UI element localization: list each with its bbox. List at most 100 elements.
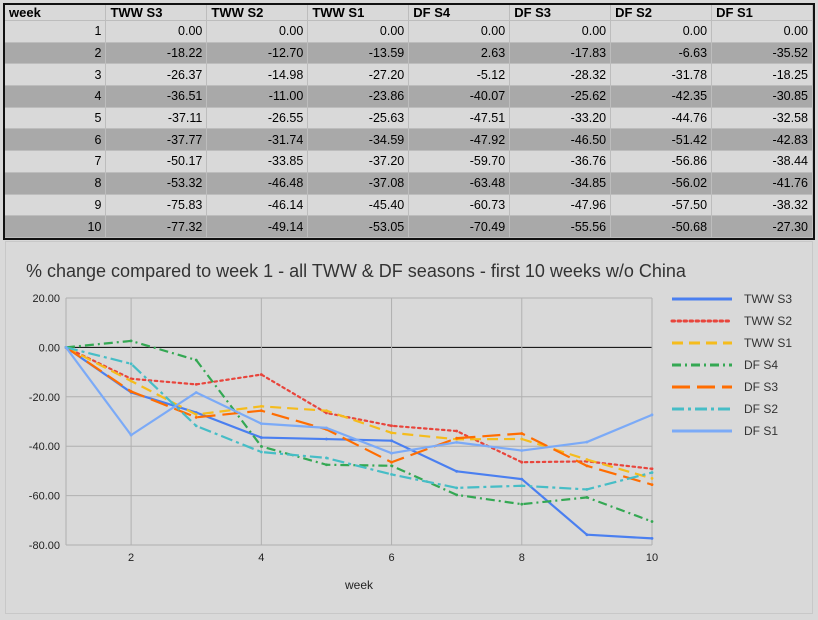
table-cell[interactable]: 0.00	[105, 20, 208, 43]
table-cell[interactable]: -12.70	[206, 42, 309, 65]
data-point	[259, 422, 263, 425]
data-point	[259, 436, 263, 439]
table-cell[interactable]: 6	[5, 128, 107, 152]
table-cell[interactable]: -14.98	[206, 63, 309, 87]
table-cell[interactable]: -34.59	[307, 128, 410, 152]
table-cell[interactable]: -46.48	[206, 172, 309, 195]
table-cell[interactable]: -37.77	[105, 128, 208, 152]
table-cell[interactable]: -25.63	[307, 107, 410, 130]
table-cell[interactable]: -59.70	[408, 150, 511, 173]
table-cell[interactable]: -36.76	[509, 150, 612, 173]
table-cell[interactable]: 7	[5, 150, 107, 173]
data-point	[129, 339, 133, 343]
table-cell[interactable]: -11.00	[206, 85, 309, 108]
column-header[interactable]: DF S4	[408, 5, 511, 21]
table-cell[interactable]: -34.85	[509, 172, 612, 195]
table-cell[interactable]: -47.51	[408, 107, 511, 130]
table-cell[interactable]: -17.83	[509, 42, 612, 65]
table-cell[interactable]: 10	[5, 215, 107, 238]
table-cell[interactable]: -40.07	[408, 85, 511, 108]
table-cell[interactable]: 2	[5, 42, 107, 65]
data-point	[585, 496, 589, 499]
table-cell[interactable]: 1	[5, 20, 107, 43]
table-cell[interactable]: -27.30	[711, 215, 813, 238]
table-cell[interactable]: -49.14	[206, 215, 309, 238]
table-cell[interactable]: 0.00	[610, 20, 713, 43]
column-header[interactable]: DF S3	[509, 5, 612, 21]
column-header[interactable]: TWW S3	[105, 5, 208, 21]
table-cell[interactable]: -44.76	[610, 107, 713, 130]
table-cell[interactable]: 5	[5, 107, 107, 130]
table-cell[interactable]: -37.11	[105, 107, 208, 130]
table-cell[interactable]: -13.59	[307, 42, 410, 65]
table-cell[interactable]: -38.44	[711, 150, 813, 173]
table-cell[interactable]: -31.78	[610, 63, 713, 87]
table-cell[interactable]: -53.32	[105, 172, 208, 195]
table-cell[interactable]: 4	[5, 85, 107, 108]
data-point	[129, 362, 133, 366]
column-header[interactable]: DF S2	[610, 5, 713, 21]
table-cell[interactable]: 0.00	[711, 20, 813, 43]
table-cell[interactable]: -30.85	[711, 85, 813, 108]
table-cell[interactable]: -51.42	[610, 128, 713, 152]
table-cell[interactable]: 0.00	[408, 20, 511, 43]
table-cell[interactable]: -26.55	[206, 107, 309, 130]
table-cell[interactable]: -6.63	[610, 42, 713, 65]
table-cell[interactable]: -42.35	[610, 85, 713, 108]
chart-title: % change compared to week 1 - all TWW & …	[26, 261, 687, 281]
table-cell[interactable]: 0.00	[509, 20, 612, 43]
column-header[interactable]: week	[5, 5, 107, 21]
y-tick-label: 20.00	[32, 293, 60, 305]
table-cell[interactable]: -50.68	[610, 215, 713, 238]
table-cell[interactable]: -41.76	[711, 172, 813, 195]
table-cell[interactable]: -36.51	[105, 85, 208, 108]
data-point	[194, 391, 198, 394]
table-cell[interactable]: -33.20	[509, 107, 612, 130]
table-cell[interactable]: -50.17	[105, 150, 208, 173]
table-cell[interactable]: 8	[5, 172, 107, 195]
x-tick-label: 8	[519, 552, 525, 564]
table-cell[interactable]: -5.12	[408, 63, 511, 87]
table-cell[interactable]: -47.96	[509, 194, 612, 217]
table-cell[interactable]: -75.83	[105, 194, 208, 217]
column-header[interactable]: DF S1	[711, 5, 813, 21]
data-point	[650, 536, 654, 540]
table-cell[interactable]: -57.50	[610, 194, 713, 217]
table-cell[interactable]: 2.63	[408, 42, 511, 65]
table-cell[interactable]: -60.73	[408, 194, 511, 217]
table-cell[interactable]: -38.32	[711, 194, 813, 217]
table-cell[interactable]: -46.50	[509, 128, 612, 152]
data-point	[259, 404, 263, 408]
data-point	[650, 471, 654, 474]
table-cell[interactable]: -53.05	[307, 215, 410, 238]
table-cell[interactable]: -18.25	[711, 63, 813, 87]
table-cell[interactable]: 9	[5, 194, 107, 217]
table-cell[interactable]: 0.00	[307, 20, 410, 43]
table-cell[interactable]: -28.32	[509, 63, 612, 87]
table-cell[interactable]: -31.74	[206, 128, 309, 152]
table-cell[interactable]: -47.92	[408, 128, 511, 152]
table-cell[interactable]: -42.83	[711, 128, 813, 152]
table-cell[interactable]: -25.62	[509, 85, 612, 108]
table-cell[interactable]: -35.52	[711, 42, 813, 65]
table-cell[interactable]: -33.85	[206, 150, 309, 173]
table-cell[interactable]: 0.00	[206, 20, 309, 43]
table-cell[interactable]: -45.40	[307, 194, 410, 217]
table-cell[interactable]: -55.56	[509, 215, 612, 238]
table-cell[interactable]: -63.48	[408, 172, 511, 195]
table-cell[interactable]: -37.08	[307, 172, 410, 195]
column-header[interactable]: TWW S2	[206, 5, 309, 21]
table-cell[interactable]: -56.86	[610, 150, 713, 173]
table-cell[interactable]: -18.22	[105, 42, 208, 65]
table-cell[interactable]: -32.58	[711, 107, 813, 130]
table-cell[interactable]: -27.20	[307, 63, 410, 87]
table-cell[interactable]: -37.20	[307, 150, 410, 173]
column-header[interactable]: TWW S1	[307, 5, 410, 21]
table-cell[interactable]: 3	[5, 63, 107, 87]
table-cell[interactable]: -23.86	[307, 85, 410, 108]
table-cell[interactable]: -56.02	[610, 172, 713, 195]
table-cell[interactable]: -77.32	[105, 215, 208, 238]
table-cell[interactable]: -46.14	[206, 194, 309, 217]
table-cell[interactable]: -70.49	[408, 215, 511, 238]
table-cell[interactable]: -26.37	[105, 63, 208, 87]
